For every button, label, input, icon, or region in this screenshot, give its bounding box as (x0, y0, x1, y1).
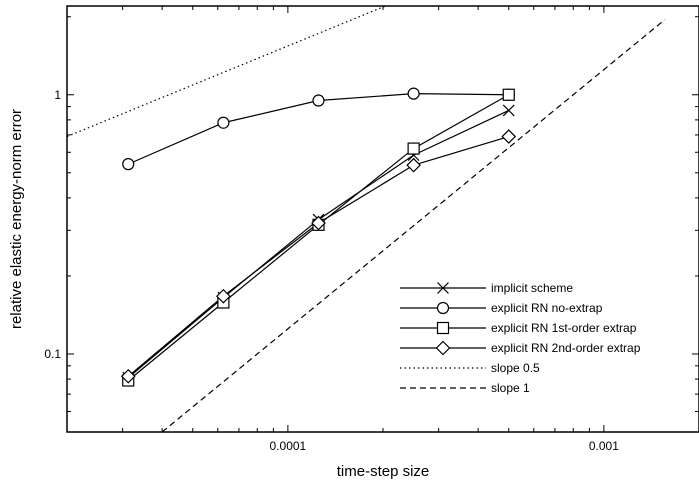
data-point-s2-1 (122, 158, 135, 171)
series-line-1 (127, 109, 510, 379)
legend-marker-4 (435, 340, 451, 356)
series-layer (67, 6, 666, 432)
y-tick-label: 0.1 (44, 347, 61, 361)
series-line-6 (161, 19, 666, 432)
legend-label: explicit RN 1st-order extrap (491, 321, 637, 335)
legend-marker-1 (437, 282, 449, 294)
data-point-s2-3 (312, 94, 325, 107)
data-point-s4-5 (501, 129, 517, 144)
data-point-s2-4 (407, 87, 420, 100)
data-point-s2-2 (217, 116, 230, 129)
data-point-s4-3 (311, 215, 326, 231)
legend: implicit scheme explicit RN no-extrap expl… (400, 281, 641, 395)
data-point-s4-4 (406, 157, 421, 173)
data-point-s4-2 (216, 288, 231, 304)
legend-marker-2 (436, 301, 450, 315)
series-line-4 (127, 135, 509, 377)
legend-label: slope 1 (491, 381, 530, 395)
legend-label: implicit scheme (491, 281, 573, 295)
x-tick-label: 0.001 (589, 439, 619, 453)
series-line-5 (67, 6, 387, 138)
legend-label: slope 0.5 (491, 361, 540, 375)
y-axis-label: relative elastic energy-norm error (8, 109, 25, 329)
data-point-s3-5 (502, 88, 515, 101)
data-point-s1-5 (502, 104, 515, 117)
x-axis-label: time-step size (337, 463, 430, 480)
legend-marker-3 (436, 321, 450, 335)
legend-label: explicit RN no-extrap (491, 301, 603, 315)
ticks-layer: 0.0001 0.001 0.1 1 (44, 6, 699, 453)
x-tick-label: 0.0001 (270, 439, 307, 453)
data-point-s3-4 (407, 142, 420, 155)
legend-label: explicit RN 2nd-order extrap (491, 341, 641, 355)
y-tick-label: 1 (54, 88, 61, 102)
data-point-s4-1 (120, 368, 136, 384)
